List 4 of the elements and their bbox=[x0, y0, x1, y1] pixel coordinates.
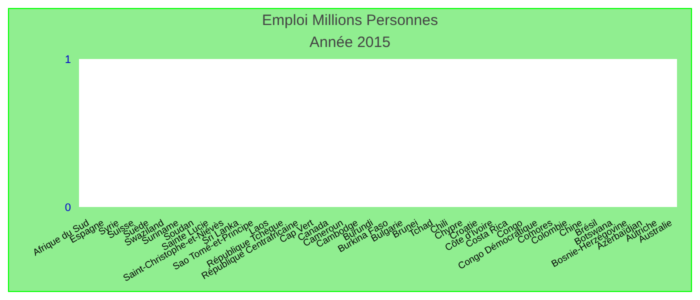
y-tick-label: 0 bbox=[64, 202, 71, 214]
chart-subtitle: Année 2015 bbox=[308, 33, 392, 51]
chart-title: Emploi Millions Personnes bbox=[261, 11, 439, 29]
y-tick-label: 1 bbox=[64, 54, 71, 66]
